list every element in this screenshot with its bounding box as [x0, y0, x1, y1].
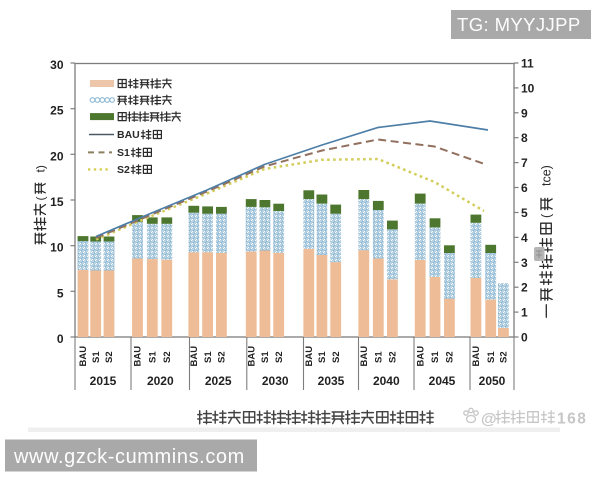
svg-text:S2: S2	[274, 351, 285, 363]
svg-text:www.gzck-cummins.com: www.gzck-cummins.com	[13, 446, 245, 468]
svg-text:10: 10	[50, 241, 64, 255]
svg-text:(: (	[34, 197, 48, 201]
svg-text:5: 5	[521, 206, 528, 220]
svg-text:S1: S1	[117, 147, 130, 159]
svg-text:S2: S2	[162, 351, 173, 363]
svg-text:S1: S1	[430, 351, 441, 363]
svg-text:168: 168	[557, 411, 587, 428]
svg-text:10: 10	[521, 81, 535, 95]
svg-text:@: @	[481, 411, 497, 428]
svg-text:6: 6	[521, 181, 528, 195]
svg-text:BAU: BAU	[471, 346, 482, 367]
svg-text:30: 30	[50, 58, 64, 72]
svg-text:3: 3	[521, 256, 528, 270]
svg-text:2020: 2020	[147, 374, 174, 388]
svg-text:BAU: BAU	[304, 346, 315, 367]
svg-text:S2: S2	[331, 351, 342, 363]
svg-text:S2: S2	[445, 351, 456, 363]
svg-text:tce): tce)	[540, 165, 554, 186]
svg-text:S1: S1	[486, 351, 497, 363]
svg-text:20: 20	[50, 149, 64, 163]
svg-text:BAU: BAU	[359, 346, 370, 367]
svg-text:S1: S1	[203, 351, 214, 363]
svg-text:2045: 2045	[429, 374, 456, 388]
svg-text:S1: S1	[148, 351, 159, 363]
svg-text:BAU: BAU	[415, 346, 426, 367]
svg-text:0: 0	[57, 332, 64, 346]
svg-text:S1: S1	[317, 351, 328, 363]
svg-text:11: 11	[521, 57, 534, 71]
svg-text:15: 15	[50, 195, 64, 209]
svg-text:BAU: BAU	[78, 346, 89, 367]
svg-text:1: 1	[521, 306, 528, 320]
svg-text:BAU: BAU	[117, 129, 140, 141]
svg-text:2015: 2015	[90, 374, 117, 388]
svg-text:S2: S2	[104, 351, 115, 363]
svg-text:S2: S2	[388, 351, 399, 363]
svg-text:(: (	[540, 213, 554, 218]
svg-text:25: 25	[50, 104, 64, 118]
svg-text:2025: 2025	[205, 374, 232, 388]
svg-text:BAU: BAU	[189, 346, 200, 367]
svg-text:S1: S1	[260, 351, 271, 363]
svg-text:S2: S2	[217, 351, 228, 363]
svg-text:2040: 2040	[373, 374, 400, 388]
svg-text:t): t)	[34, 165, 48, 172]
svg-text:8: 8	[521, 131, 528, 145]
svg-text:0: 0	[521, 331, 528, 345]
svg-text:S1: S1	[91, 351, 102, 363]
svg-text:9: 9	[521, 106, 528, 120]
svg-text:S2: S2	[117, 164, 130, 176]
svg-text:2050: 2050	[479, 374, 506, 388]
svg-text:5: 5	[57, 286, 64, 300]
svg-text:S2: S2	[499, 351, 510, 363]
svg-text:BAU: BAU	[133, 346, 144, 367]
svg-text:S1: S1	[374, 351, 385, 363]
svg-text:TG: MYYJJPP: TG: MYYJJPP	[457, 14, 581, 35]
svg-text:2035: 2035	[318, 374, 345, 388]
svg-text:4: 4	[521, 231, 528, 245]
svg-text:BAU: BAU	[246, 346, 257, 367]
svg-text:2030: 2030	[262, 374, 289, 388]
svg-text:2: 2	[521, 281, 528, 295]
svg-text:7: 7	[521, 156, 528, 170]
